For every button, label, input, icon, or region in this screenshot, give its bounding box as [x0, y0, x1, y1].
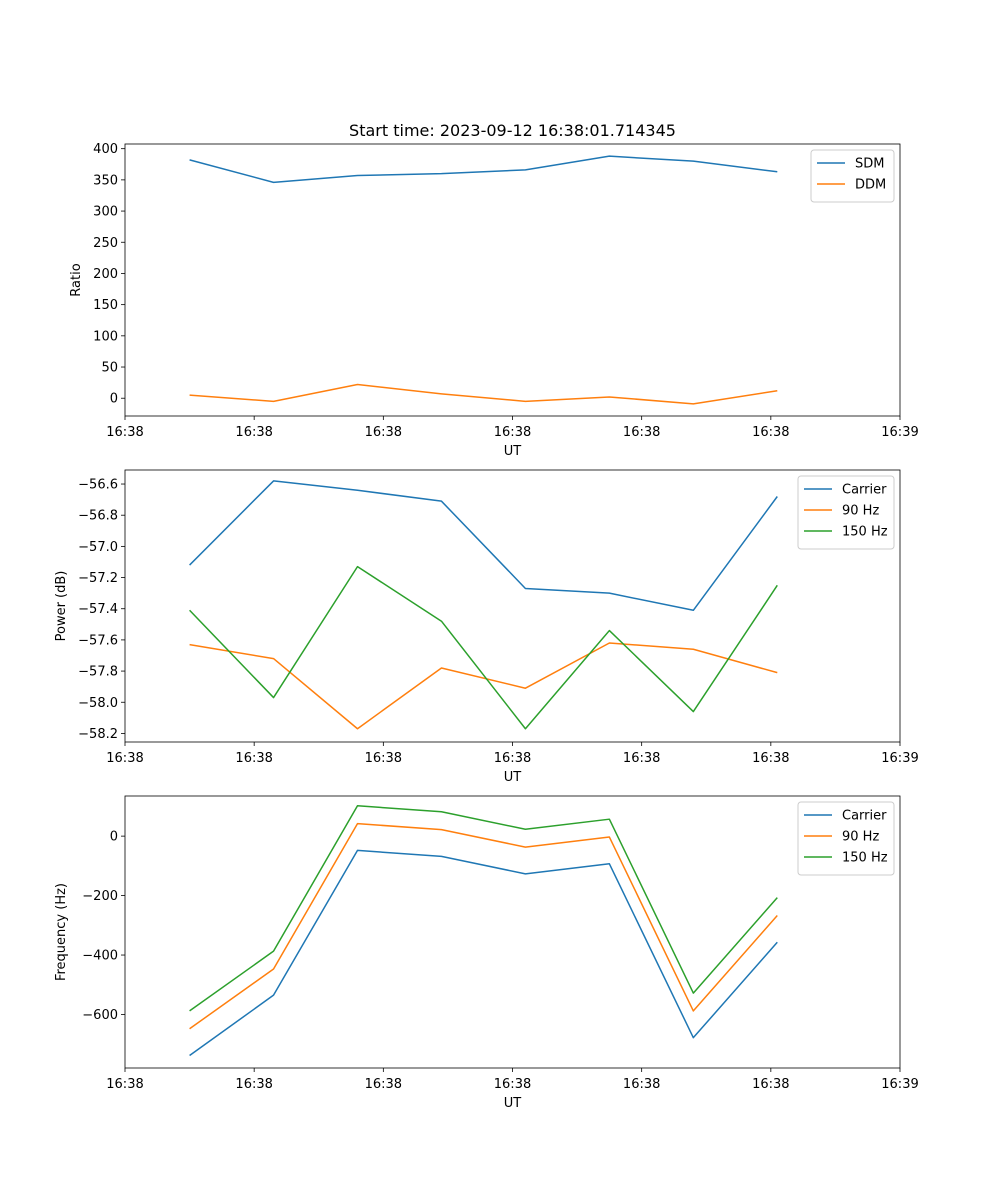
legend-label: 90 Hz	[842, 830, 879, 845]
y-tick-label: 0	[110, 830, 118, 845]
x-tick-label: 16:38	[623, 425, 660, 440]
y-tick-label: −57.4	[78, 602, 118, 617]
legend-label: SDM	[855, 157, 884, 172]
y-tick-label: 100	[93, 329, 118, 344]
legend-label: 150 Hz	[842, 851, 888, 866]
legend: SDM DDM	[810, 149, 895, 203]
y-tick-label: −57.2	[78, 571, 118, 586]
legend-label: 90 Hz	[842, 504, 879, 519]
legend: Carrier 90 Hz 150 Hz	[797, 801, 895, 876]
x-tick-label: 16:38	[752, 425, 789, 440]
x-tick-label: 16:38	[365, 1077, 402, 1092]
x-tick-label: 16:39	[881, 751, 918, 766]
legend-label: Carrier	[842, 483, 887, 498]
y-axis-label: Power (dB)	[54, 571, 69, 642]
chart-panel-0: 16:38 16:38 16:38 16:38 16:38 16:38 16:39 0 50 10…	[69, 142, 919, 459]
x-tick-label: 16:38	[235, 751, 272, 766]
legend-label: DDM	[855, 178, 886, 193]
y-tick-label: −200	[82, 889, 118, 904]
y-tick-label: 50	[101, 361, 118, 376]
y-tick-label: −400	[82, 949, 118, 964]
series-line-150-hz	[189, 565, 778, 730]
y-tick-label: 300	[93, 205, 118, 220]
chart-panel-1: 16:38 16:38 16:38 16:38 16:38 16:38 16:39 −58.2…	[54, 469, 919, 785]
x-tick-label: 16:38	[235, 425, 272, 440]
y-tick-label: 400	[93, 142, 118, 157]
x-tick-label: 16:38	[623, 751, 660, 766]
series-line-90-hz	[189, 822, 778, 1030]
chart-panel-2: 16:38 16:38 16:38 16:38 16:38 16:38 16:39 −600 −…	[54, 795, 919, 1111]
y-tick-label: −57.6	[78, 633, 118, 648]
y-tick-label: −56.8	[78, 509, 118, 524]
legend: Carrier 90 Hz 150 Hz	[797, 475, 895, 550]
x-tick-label: 16:38	[494, 751, 531, 766]
x-tick-label: 16:38	[752, 1077, 789, 1092]
x-tick-label: 16:39	[881, 425, 918, 440]
x-tick-label: 16:38	[106, 751, 143, 766]
x-tick-label: 16:38	[623, 1077, 660, 1092]
x-tick-label: 16:38	[365, 425, 402, 440]
y-tick-label: 0	[110, 392, 118, 407]
y-tick-label: −58.2	[78, 727, 118, 742]
y-tick-label: 250	[93, 236, 118, 251]
y-axis-label: Ratio	[69, 263, 84, 296]
x-tick-label: 16:38	[494, 1077, 531, 1092]
series-line-ddm	[189, 383, 778, 405]
plot-frame	[124, 795, 901, 1069]
y-tick-label: −57.8	[78, 665, 118, 680]
series-line-90-hz	[189, 642, 778, 730]
y-tick-label: −600	[82, 1008, 118, 1023]
figure-title: Start time: 2023-09-12 16:38:01.714345	[349, 121, 676, 140]
x-tick-label: 16:38	[365, 751, 402, 766]
y-tick-label: −56.6	[78, 478, 118, 493]
x-axis-label: UT	[504, 770, 522, 785]
plot-frame	[124, 143, 901, 417]
x-tick-label: 16:38	[106, 425, 143, 440]
x-tick-label: 16:38	[106, 1077, 143, 1092]
x-axis-label: UT	[504, 444, 522, 459]
legend-label: 150 Hz	[842, 525, 888, 540]
series-line-carrier	[189, 849, 778, 1057]
x-tick-label: 16:38	[235, 1077, 272, 1092]
y-tick-label: 350	[93, 173, 118, 188]
y-tick-label: −58.0	[78, 696, 118, 711]
y-tick-label: 150	[93, 298, 118, 313]
y-axis-label: Frequency (Hz)	[54, 883, 69, 981]
series-line-sdm	[189, 155, 778, 184]
x-tick-label: 16:38	[494, 425, 531, 440]
x-tick-label: 16:38	[752, 751, 789, 766]
y-tick-label: −57.0	[78, 540, 118, 555]
series-line-carrier	[189, 480, 778, 612]
x-tick-label: 16:39	[881, 1077, 918, 1092]
legend-label: Carrier	[842, 809, 887, 824]
series-line-150-hz	[189, 805, 778, 1012]
plot-frame	[124, 469, 901, 743]
y-tick-label: 200	[93, 267, 118, 282]
x-axis-label: UT	[504, 1096, 522, 1111]
